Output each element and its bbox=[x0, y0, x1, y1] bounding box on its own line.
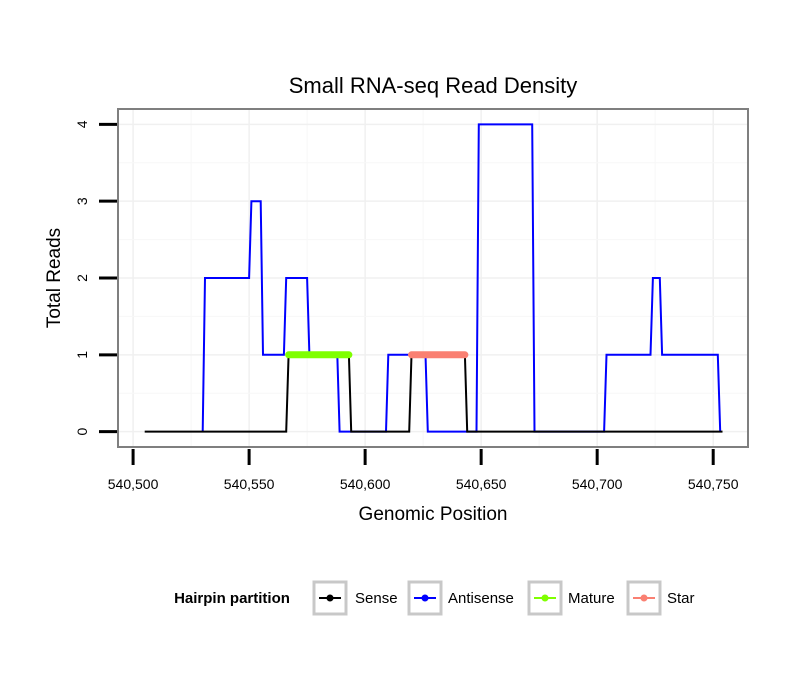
legend-label-antisense: Antisense bbox=[448, 590, 514, 607]
legend-key-point-antisense bbox=[421, 594, 429, 602]
series-layer bbox=[144, 123, 723, 433]
legend-label-mature: Mature bbox=[568, 590, 615, 607]
x-tick-label: 540,700 bbox=[572, 476, 623, 492]
y-tick-label: 2 bbox=[74, 274, 90, 282]
x-tick-label: 540,650 bbox=[456, 476, 507, 492]
legend-label-sense: Sense bbox=[355, 590, 398, 607]
series-line-sense bbox=[144, 353, 723, 433]
x-tick-label: 540,500 bbox=[108, 476, 159, 492]
plot-border bbox=[117, 108, 749, 448]
chart-title: Small RNA-seq Read Density bbox=[289, 73, 578, 98]
y-tick-label: 3 bbox=[74, 197, 90, 205]
legend-key-point-sense bbox=[326, 594, 334, 602]
x-tick-label: 540,750 bbox=[688, 476, 739, 492]
y-tick-label: 0 bbox=[74, 428, 90, 436]
y-axis-label: Total Reads bbox=[44, 228, 65, 328]
legend-title: Hairpin partition bbox=[174, 590, 290, 607]
legend-key-point-star bbox=[640, 594, 648, 602]
x-axis-label: Genomic Position bbox=[359, 504, 508, 525]
y-axis: 0 1 2 3 4 bbox=[74, 120, 117, 436]
x-tick-label: 540,550 bbox=[224, 476, 275, 492]
x-tick-label: 540,600 bbox=[340, 476, 391, 492]
x-axis: 540,500 540,550 540,600 540,650 540,700 540,7… bbox=[108, 449, 739, 492]
y-tick-label: 1 bbox=[74, 351, 90, 359]
legend: Hairpin partition Sense Antisense Mature St… bbox=[174, 580, 695, 616]
legend-key-point-mature bbox=[541, 594, 549, 602]
legend-label-star: Star bbox=[667, 590, 695, 607]
y-tick-label: 4 bbox=[74, 120, 90, 128]
